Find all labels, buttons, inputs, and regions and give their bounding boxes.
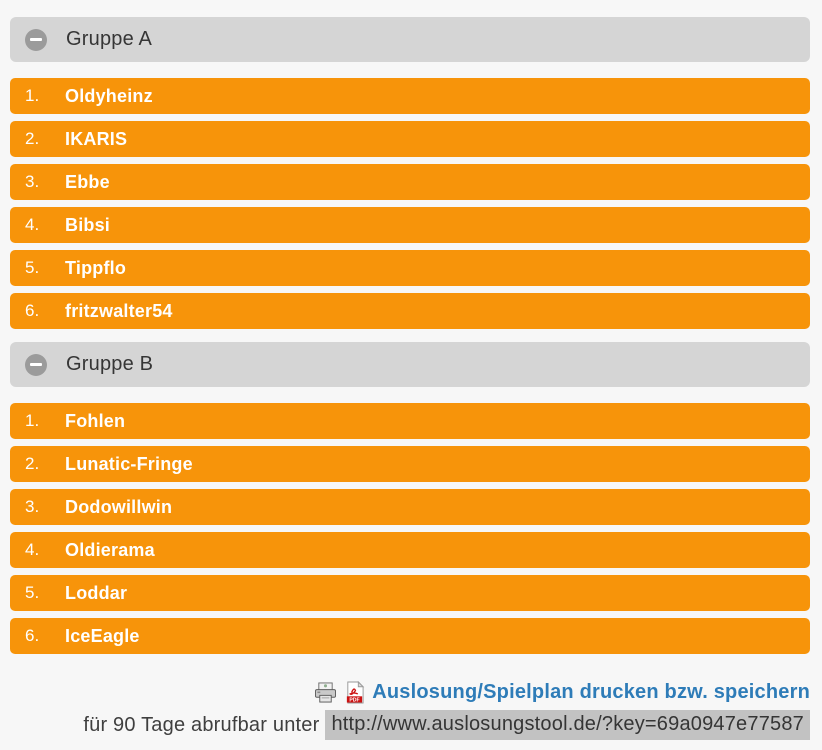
team-name: Bibsi [65,214,111,235]
team-name: IceEagle [65,625,140,646]
team-row: 6. IceEagle [10,618,810,654]
pdf-icon[interactable]: PDF [344,680,365,704]
team-rank: 6. [25,626,40,645]
team-name: IKARIS [65,128,128,149]
team-rank: 4. [25,540,40,559]
team-name: Dodowillwin [65,496,173,517]
team-name: Oldierama [65,539,155,560]
team-name: Tippflo [65,257,127,278]
group-a-title: Gruppe A [66,28,153,50]
svg-text:PDF: PDF [350,697,360,703]
collapse-minus-icon[interactable] [25,353,47,376]
collapse-minus-icon[interactable] [25,28,47,51]
team-rank: 5. [25,258,40,277]
team-rank: 1. [25,411,40,430]
print-line: PDF Auslosung/Spielplan drucken bzw. spe… [10,679,810,705]
team-row: 4. Oldierama [10,532,810,568]
team-name: Ebbe [65,171,110,192]
team-row: 4. Bibsi [10,207,810,243]
team-rank: 4. [25,215,40,234]
team-row: 1. Oldyheinz [10,78,810,114]
share-url[interactable]: http://www.auslosungstool.de/?key=69a094… [325,710,810,740]
availability-line: für 90 Tage abrufbar unter http://www.au… [10,710,810,740]
group-a-header[interactable]: Gruppe A [10,17,810,62]
team-rank: 3. [25,497,40,516]
team-row: 5. Tippflo [10,250,810,286]
team-rank: 2. [25,129,40,148]
availability-prefix: für 90 Tage abrufbar unter [83,713,320,736]
group-b-title: Gruppe B [66,353,154,375]
footer: PDF Auslosung/Spielplan drucken bzw. spe… [10,679,810,740]
team-row: 2. IKARIS [10,121,810,157]
team-name: Fohlen [65,410,126,431]
group-b-header[interactable]: Gruppe B [10,342,810,387]
team-rank: 3. [25,172,40,191]
team-name: fritzwalter54 [65,300,173,321]
team-name: Lunatic-Fringe [65,453,193,474]
team-row: 5. Loddar [10,575,810,611]
team-name: Oldyheinz [65,85,153,106]
team-rank: 5. [25,583,40,602]
team-name: Loddar [65,582,128,603]
team-row: 6. fritzwalter54 [10,293,810,329]
team-rank: 2. [25,454,40,473]
team-row: 3. Ebbe [10,164,810,200]
team-row: 1. Fohlen [10,403,810,439]
team-row: 2. Lunatic-Fringe [10,446,810,482]
team-row: 3. Dodowillwin [10,489,810,525]
printer-icon[interactable] [314,681,337,703]
team-rank: 1. [25,86,40,105]
team-rank: 6. [25,301,40,320]
print-save-link[interactable]: Auslosung/Spielplan drucken bzw. speiche… [372,680,810,703]
